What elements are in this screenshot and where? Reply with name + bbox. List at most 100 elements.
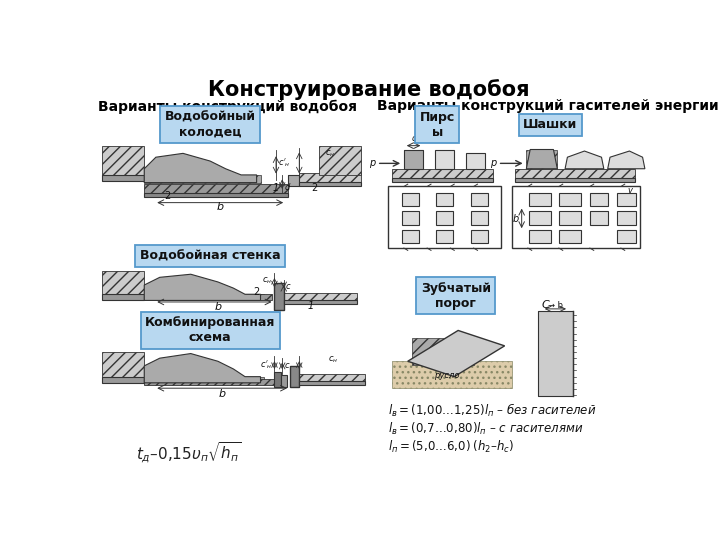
Text: Варианты конструкций водобоя: Варианты конструкций водобоя xyxy=(98,99,356,114)
Text: Комбинированная
схема: Комбинированная схема xyxy=(145,316,275,345)
Bar xyxy=(402,211,419,225)
Bar xyxy=(538,311,573,396)
Polygon shape xyxy=(144,274,261,300)
Text: 2: 2 xyxy=(312,183,318,193)
Bar xyxy=(290,366,300,387)
Bar xyxy=(617,230,636,244)
Text: b: b xyxy=(218,389,225,399)
Text: $l_{в}=(0{,}7\ldots0{,}80)l_{п}$ – с гасителями: $l_{в}=(0{,}7\ldots0{,}80)l_{п}$ – с гас… xyxy=(388,421,584,437)
Polygon shape xyxy=(565,151,604,168)
Text: p: p xyxy=(369,158,375,168)
Bar xyxy=(617,193,636,206)
Bar xyxy=(144,294,264,300)
Bar xyxy=(559,230,580,244)
Bar xyxy=(284,293,357,300)
Bar xyxy=(402,193,419,206)
Text: → b: → b xyxy=(547,301,562,309)
Bar xyxy=(529,193,551,206)
Bar xyxy=(144,377,264,383)
Bar xyxy=(526,150,557,168)
Bar xyxy=(466,153,485,168)
Bar xyxy=(471,211,487,225)
Text: русло: русло xyxy=(433,370,459,380)
Bar xyxy=(144,193,287,197)
Bar xyxy=(300,173,361,182)
Bar xyxy=(435,150,454,168)
Text: Водобойная стенка: Водобойная стенка xyxy=(140,249,280,262)
Bar xyxy=(274,283,284,309)
Bar xyxy=(402,230,419,244)
Bar xyxy=(144,184,287,193)
Bar xyxy=(287,175,300,186)
Bar xyxy=(471,230,487,244)
Bar xyxy=(471,193,487,206)
Text: 2: 2 xyxy=(164,191,171,201)
Bar xyxy=(515,178,635,182)
Text: $c'_{н}$: $c'_{н}$ xyxy=(279,157,291,169)
Text: Конструирование водобоя: Конструирование водобоя xyxy=(208,79,530,99)
Bar xyxy=(102,377,144,383)
Text: v: v xyxy=(628,186,632,195)
Polygon shape xyxy=(408,330,505,377)
Bar xyxy=(102,175,144,181)
Bar xyxy=(436,211,454,225)
Polygon shape xyxy=(144,354,261,383)
Polygon shape xyxy=(144,153,256,183)
Bar xyxy=(281,375,287,387)
Bar xyxy=(529,211,551,225)
Polygon shape xyxy=(526,150,557,168)
Bar xyxy=(144,294,272,300)
Text: $l_{в}=(1{,}00\ldots1{,}25)l_{п}$ – без гасителей: $l_{в}=(1{,}00\ldots1{,}25)l_{п}$ – без … xyxy=(388,402,597,419)
Bar xyxy=(436,230,454,244)
Text: C: C xyxy=(542,300,549,310)
Bar xyxy=(404,150,423,168)
Bar xyxy=(392,178,493,182)
Text: 1: 1 xyxy=(307,301,314,311)
Bar xyxy=(284,300,357,304)
Bar xyxy=(392,361,513,388)
Bar xyxy=(590,193,608,206)
Text: b: b xyxy=(513,214,518,224)
Bar xyxy=(388,186,500,248)
Bar xyxy=(404,150,423,168)
Text: 1: 1 xyxy=(273,183,279,193)
Bar xyxy=(102,294,144,300)
Text: $c'_{н}$: $c'_{н}$ xyxy=(259,358,272,370)
Text: p: p xyxy=(490,158,496,168)
Bar xyxy=(513,186,640,248)
Bar xyxy=(274,372,281,387)
Text: d: d xyxy=(411,134,417,143)
Bar xyxy=(102,352,144,377)
Polygon shape xyxy=(608,151,645,168)
Bar xyxy=(102,271,144,294)
Bar xyxy=(300,182,361,186)
Text: c: c xyxy=(286,282,291,291)
Text: b: b xyxy=(217,202,224,212)
Bar xyxy=(515,168,635,178)
Bar xyxy=(300,374,365,381)
Bar xyxy=(144,379,280,385)
Text: Шашки: Шашки xyxy=(523,118,577,131)
Bar xyxy=(436,193,454,206)
Bar xyxy=(102,146,144,175)
Bar xyxy=(144,175,261,183)
Bar xyxy=(559,193,580,206)
Bar xyxy=(529,230,551,244)
Text: 2: 2 xyxy=(253,287,260,297)
Text: $t_{д} – 0{,}15υ_{п}\sqrt{h_{п}}$: $t_{д} – 0{,}15υ_{п}\sqrt{h_{п}}$ xyxy=(137,441,242,466)
Bar xyxy=(617,211,636,225)
Bar xyxy=(538,311,573,396)
Bar xyxy=(412,338,474,365)
Text: $c_{н}$: $c_{н}$ xyxy=(262,276,272,286)
Text: Водобойный
колодец: Водобойный колодец xyxy=(165,111,256,139)
Bar xyxy=(287,175,300,186)
Bar xyxy=(559,211,580,225)
Bar xyxy=(274,283,284,309)
Text: $c_{н}$: $c_{н}$ xyxy=(328,354,338,365)
Text: Зубчатый
порог: Зубчатый порог xyxy=(420,282,491,310)
Bar xyxy=(319,146,361,175)
Text: b: b xyxy=(215,301,222,312)
Bar xyxy=(590,211,608,225)
Bar xyxy=(392,168,493,178)
Text: d: d xyxy=(284,184,290,192)
